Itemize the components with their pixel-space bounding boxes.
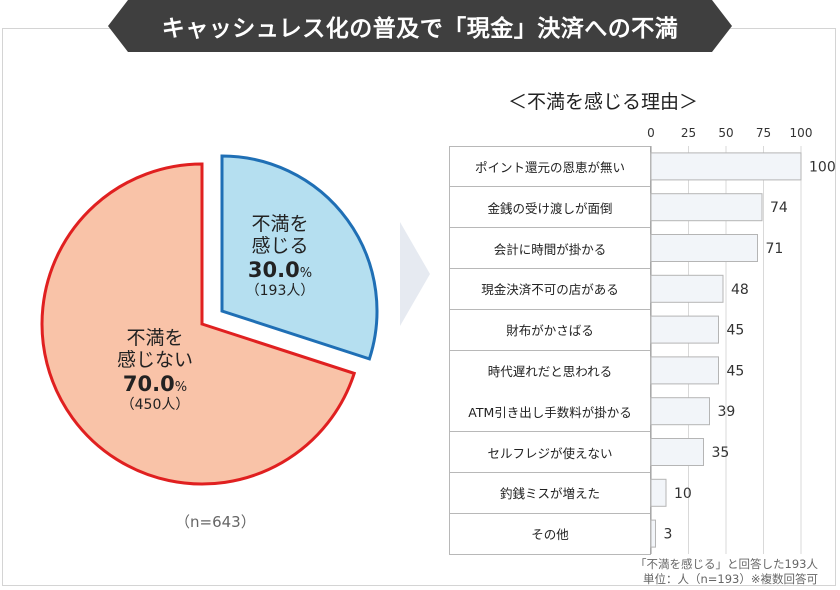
data-label: 39 bbox=[718, 404, 736, 420]
data-label: 71 bbox=[766, 241, 784, 257]
bar bbox=[650, 193, 763, 222]
chevron-right-icon bbox=[400, 222, 430, 326]
bar bbox=[650, 438, 704, 466]
pie-slice-not-dissatisfied bbox=[40, 162, 357, 486]
pie-label-line2: 感じない bbox=[116, 349, 193, 372]
category-label: その他 bbox=[449, 513, 651, 555]
bar bbox=[650, 234, 758, 262]
pie-percent-value: 70.0 bbox=[122, 371, 175, 396]
x-tick-label: 75 bbox=[756, 126, 771, 140]
data-label: 100 bbox=[809, 159, 836, 175]
pie-count: （450人） bbox=[120, 396, 190, 413]
pie-label-line1: 不満を bbox=[251, 213, 309, 235]
pie-label-dissatisfied: 不満を 感じる 30.0% （193人） bbox=[230, 213, 330, 299]
data-label: 74 bbox=[770, 200, 788, 216]
bar-footnote-unit: 単位：人（n=193）※複数回答可 bbox=[642, 572, 818, 586]
bar bbox=[650, 356, 719, 385]
pie-label-not-dissatisfied: 不満を 感じない 70.0% （450人） bbox=[100, 327, 210, 413]
bar bbox=[650, 478, 667, 507]
bar-chart-title: ＜不満を感じる理由＞ bbox=[508, 91, 699, 113]
category-label: 金銭の受け渡しが面倒 bbox=[449, 187, 651, 229]
sample-size-note: （n=643） bbox=[175, 513, 256, 531]
bar bbox=[650, 274, 724, 303]
pie-percent-value: 30.0 bbox=[247, 257, 300, 282]
bar bbox=[650, 315, 719, 344]
category-label: ATM引き出し手数料が掛かる bbox=[449, 391, 651, 433]
x-tick-label: 25 bbox=[681, 126, 696, 140]
pie-percent-unit: % bbox=[174, 379, 188, 395]
pie-slice-dissatisfied bbox=[220, 154, 379, 361]
category-label: ポイント還元の恩恵が無い bbox=[449, 146, 651, 188]
x-tick-label: 100 bbox=[790, 126, 813, 140]
x-tick-label: 0 bbox=[647, 126, 655, 140]
bar bbox=[650, 519, 656, 548]
category-label: セルフレジが使えない bbox=[449, 432, 651, 474]
title-banner: キャッシュレス化の普及で「現金」決済への不満 bbox=[108, 0, 732, 52]
x-tick-label: 50 bbox=[718, 126, 733, 140]
data-label: 3 bbox=[664, 527, 673, 543]
data-label: 35 bbox=[712, 445, 730, 461]
pie-percent-unit: % bbox=[299, 265, 313, 281]
data-label: 45 bbox=[727, 363, 745, 379]
pie-label-line1: 不満を bbox=[126, 327, 184, 349]
chart-title: キャッシュレス化の普及で「現金」決済への不満 bbox=[161, 16, 679, 42]
category-label: 釣銭ミスが増えた bbox=[449, 472, 651, 514]
bar-footnote-respondents: 「不満を感じる」と回答した193人 bbox=[635, 557, 818, 571]
pie-label-line2: 感じる bbox=[251, 235, 309, 258]
category-label: 時代遅れだと思われる bbox=[449, 350, 651, 392]
category-label: 会計に時間が掛かる bbox=[449, 228, 651, 270]
data-label: 48 bbox=[731, 282, 749, 298]
bar bbox=[650, 397, 710, 426]
data-label: 45 bbox=[727, 323, 745, 339]
pie-count: （193人） bbox=[245, 282, 315, 299]
category-label: 現金決済不可の店がある bbox=[449, 268, 651, 310]
data-label: 10 bbox=[674, 486, 692, 502]
bar bbox=[650, 152, 802, 181]
